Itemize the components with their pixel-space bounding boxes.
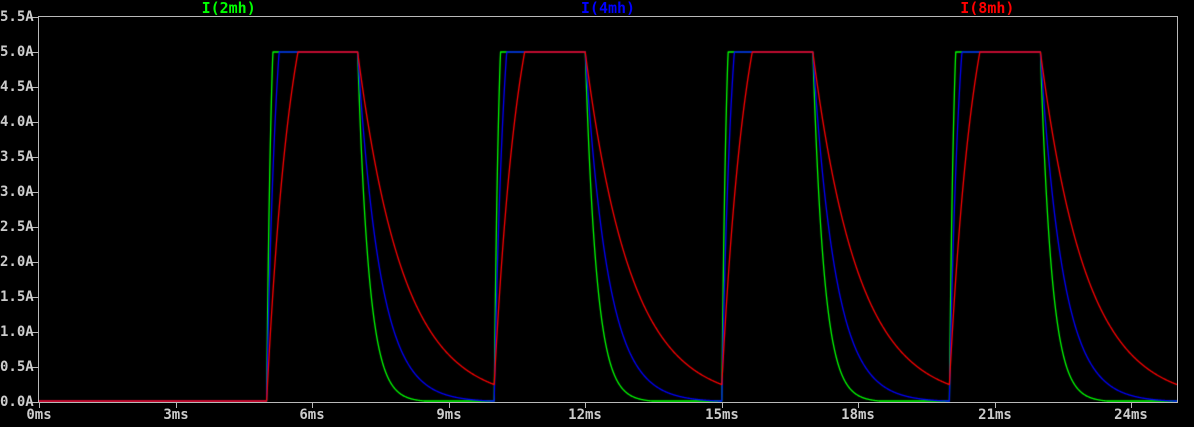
legend-trace-i4mh[interactable]: I(4mh) [580,0,636,17]
x-tick-label: 18ms [841,407,875,423]
y-tick-label: 1.0A [0,324,34,340]
y-tick-label: 4.0A [0,114,34,130]
x-tick-label: 15ms [705,407,739,423]
y-tick-mark [29,262,39,263]
y-tick-label: 5.5A [0,9,34,25]
x-tick-mark [858,403,859,408]
y-tick-mark [29,367,39,368]
x-tick-label: 12ms [568,407,602,423]
plot-border [38,16,1178,403]
x-tick-mark [585,403,586,408]
y-tick-mark [29,122,39,123]
y-tick-mark [29,87,39,88]
plot-area-canvas[interactable] [39,17,1177,402]
y-tick-label: 1.5A [0,289,34,305]
x-tick-mark [995,403,996,408]
y-tick-mark [29,332,39,333]
y-tick-mark [29,297,39,298]
x-tick-label: 3ms [163,407,189,423]
y-tick-mark [29,227,39,228]
x-tick-label: 0ms [26,407,52,423]
x-tick-mark [39,403,40,408]
y-tick-label: 5.0A [0,44,34,60]
x-tick-label: 21ms [978,407,1012,423]
y-tick-label: 2.0A [0,254,34,270]
y-tick-label: 0.0A [0,394,34,410]
y-tick-mark [29,17,39,18]
x-tick-mark [176,403,177,408]
x-tick-label: 9ms [436,407,462,423]
y-tick-mark [29,157,39,158]
y-tick-label: 3.5A [0,149,34,165]
legend-trace-i2mh[interactable]: I(2mh) [201,0,256,17]
y-tick-label: 2.5A [0,219,34,235]
legend-trace-i8mh[interactable]: I(8mh) [960,0,1015,17]
x-tick-label: 24ms [1114,407,1148,423]
y-tick-label: 4.5A [0,79,34,95]
x-tick-mark [722,403,723,408]
x-tick-label: 6ms [299,407,325,423]
y-tick-label: 3.0A [0,184,34,200]
y-tick-mark [29,192,39,193]
x-tick-mark [312,403,313,408]
x-tick-mark [449,403,450,408]
y-tick-label: 0.5A [0,359,34,375]
x-tick-mark [1131,403,1132,408]
y-tick-mark [29,52,39,53]
y-tick-mark [29,402,39,403]
